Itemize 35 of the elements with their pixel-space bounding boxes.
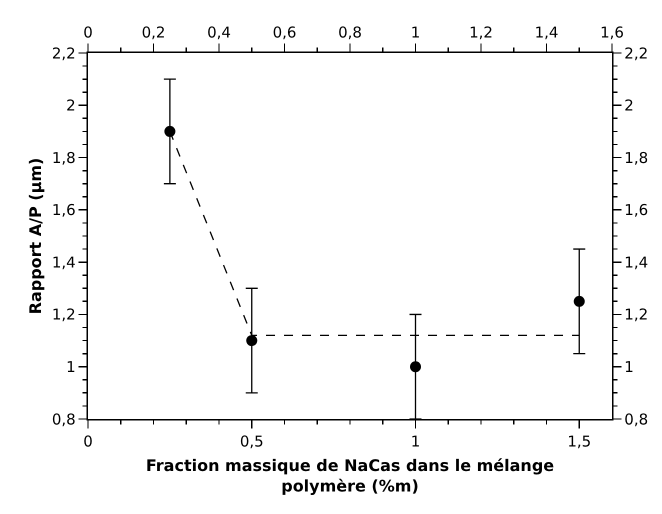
y2-tick-label: 2,2	[624, 44, 648, 62]
y-tick-label: 2,2	[52, 44, 76, 62]
point	[410, 361, 421, 372]
y2-tick-label: 1,2	[624, 306, 648, 324]
x2-tick-label: 0,6	[272, 24, 296, 42]
x-axis-title: Fraction massique de NaCas dans le mélange polymère (%m)	[146, 456, 554, 496]
y2-tick-label: 1,4	[624, 253, 648, 272]
y-tick-label: 1,2	[52, 306, 76, 324]
y2-tick-label: 2	[624, 96, 634, 115]
x-tick-label: 0,5	[240, 432, 264, 450]
x2-tick-label: 1,2	[469, 24, 493, 42]
y2-tick-label: 1,6	[624, 201, 648, 220]
x-tick-label: 1	[410, 432, 420, 450]
point	[164, 126, 176, 137]
x2-tick-label: 0,2	[142, 24, 166, 42]
x2-tick-label: 1	[410, 24, 420, 42]
y-axis-title: Rapport A/P (µm)	[26, 158, 45, 314]
x2-tick-label: 1,6	[600, 24, 624, 42]
y-tick-label: 0,8	[52, 410, 76, 428]
y-tick-label: 1,6	[52, 201, 76, 220]
y2-tick-label: 1,8	[624, 148, 648, 167]
y2-tick-label: 0,8	[624, 410, 648, 428]
x-tick-label: 0	[83, 432, 93, 450]
x2-tick-label: 0	[83, 24, 93, 42]
x2-tick-label: 0,4	[207, 24, 231, 42]
y-tick-label: 1,8	[52, 148, 76, 167]
y-tick-label: 1,4	[52, 253, 76, 272]
x2-tick-label: 1,4	[534, 24, 558, 42]
y-tick-label: 2	[66, 96, 76, 115]
y2-tick-label: 1	[624, 358, 634, 376]
point	[574, 296, 585, 307]
point	[246, 335, 258, 346]
x-tick-label: 1,5	[567, 432, 592, 450]
y-tick-label: 1	[66, 358, 76, 376]
x2-tick-label: 0,8	[338, 24, 362, 42]
